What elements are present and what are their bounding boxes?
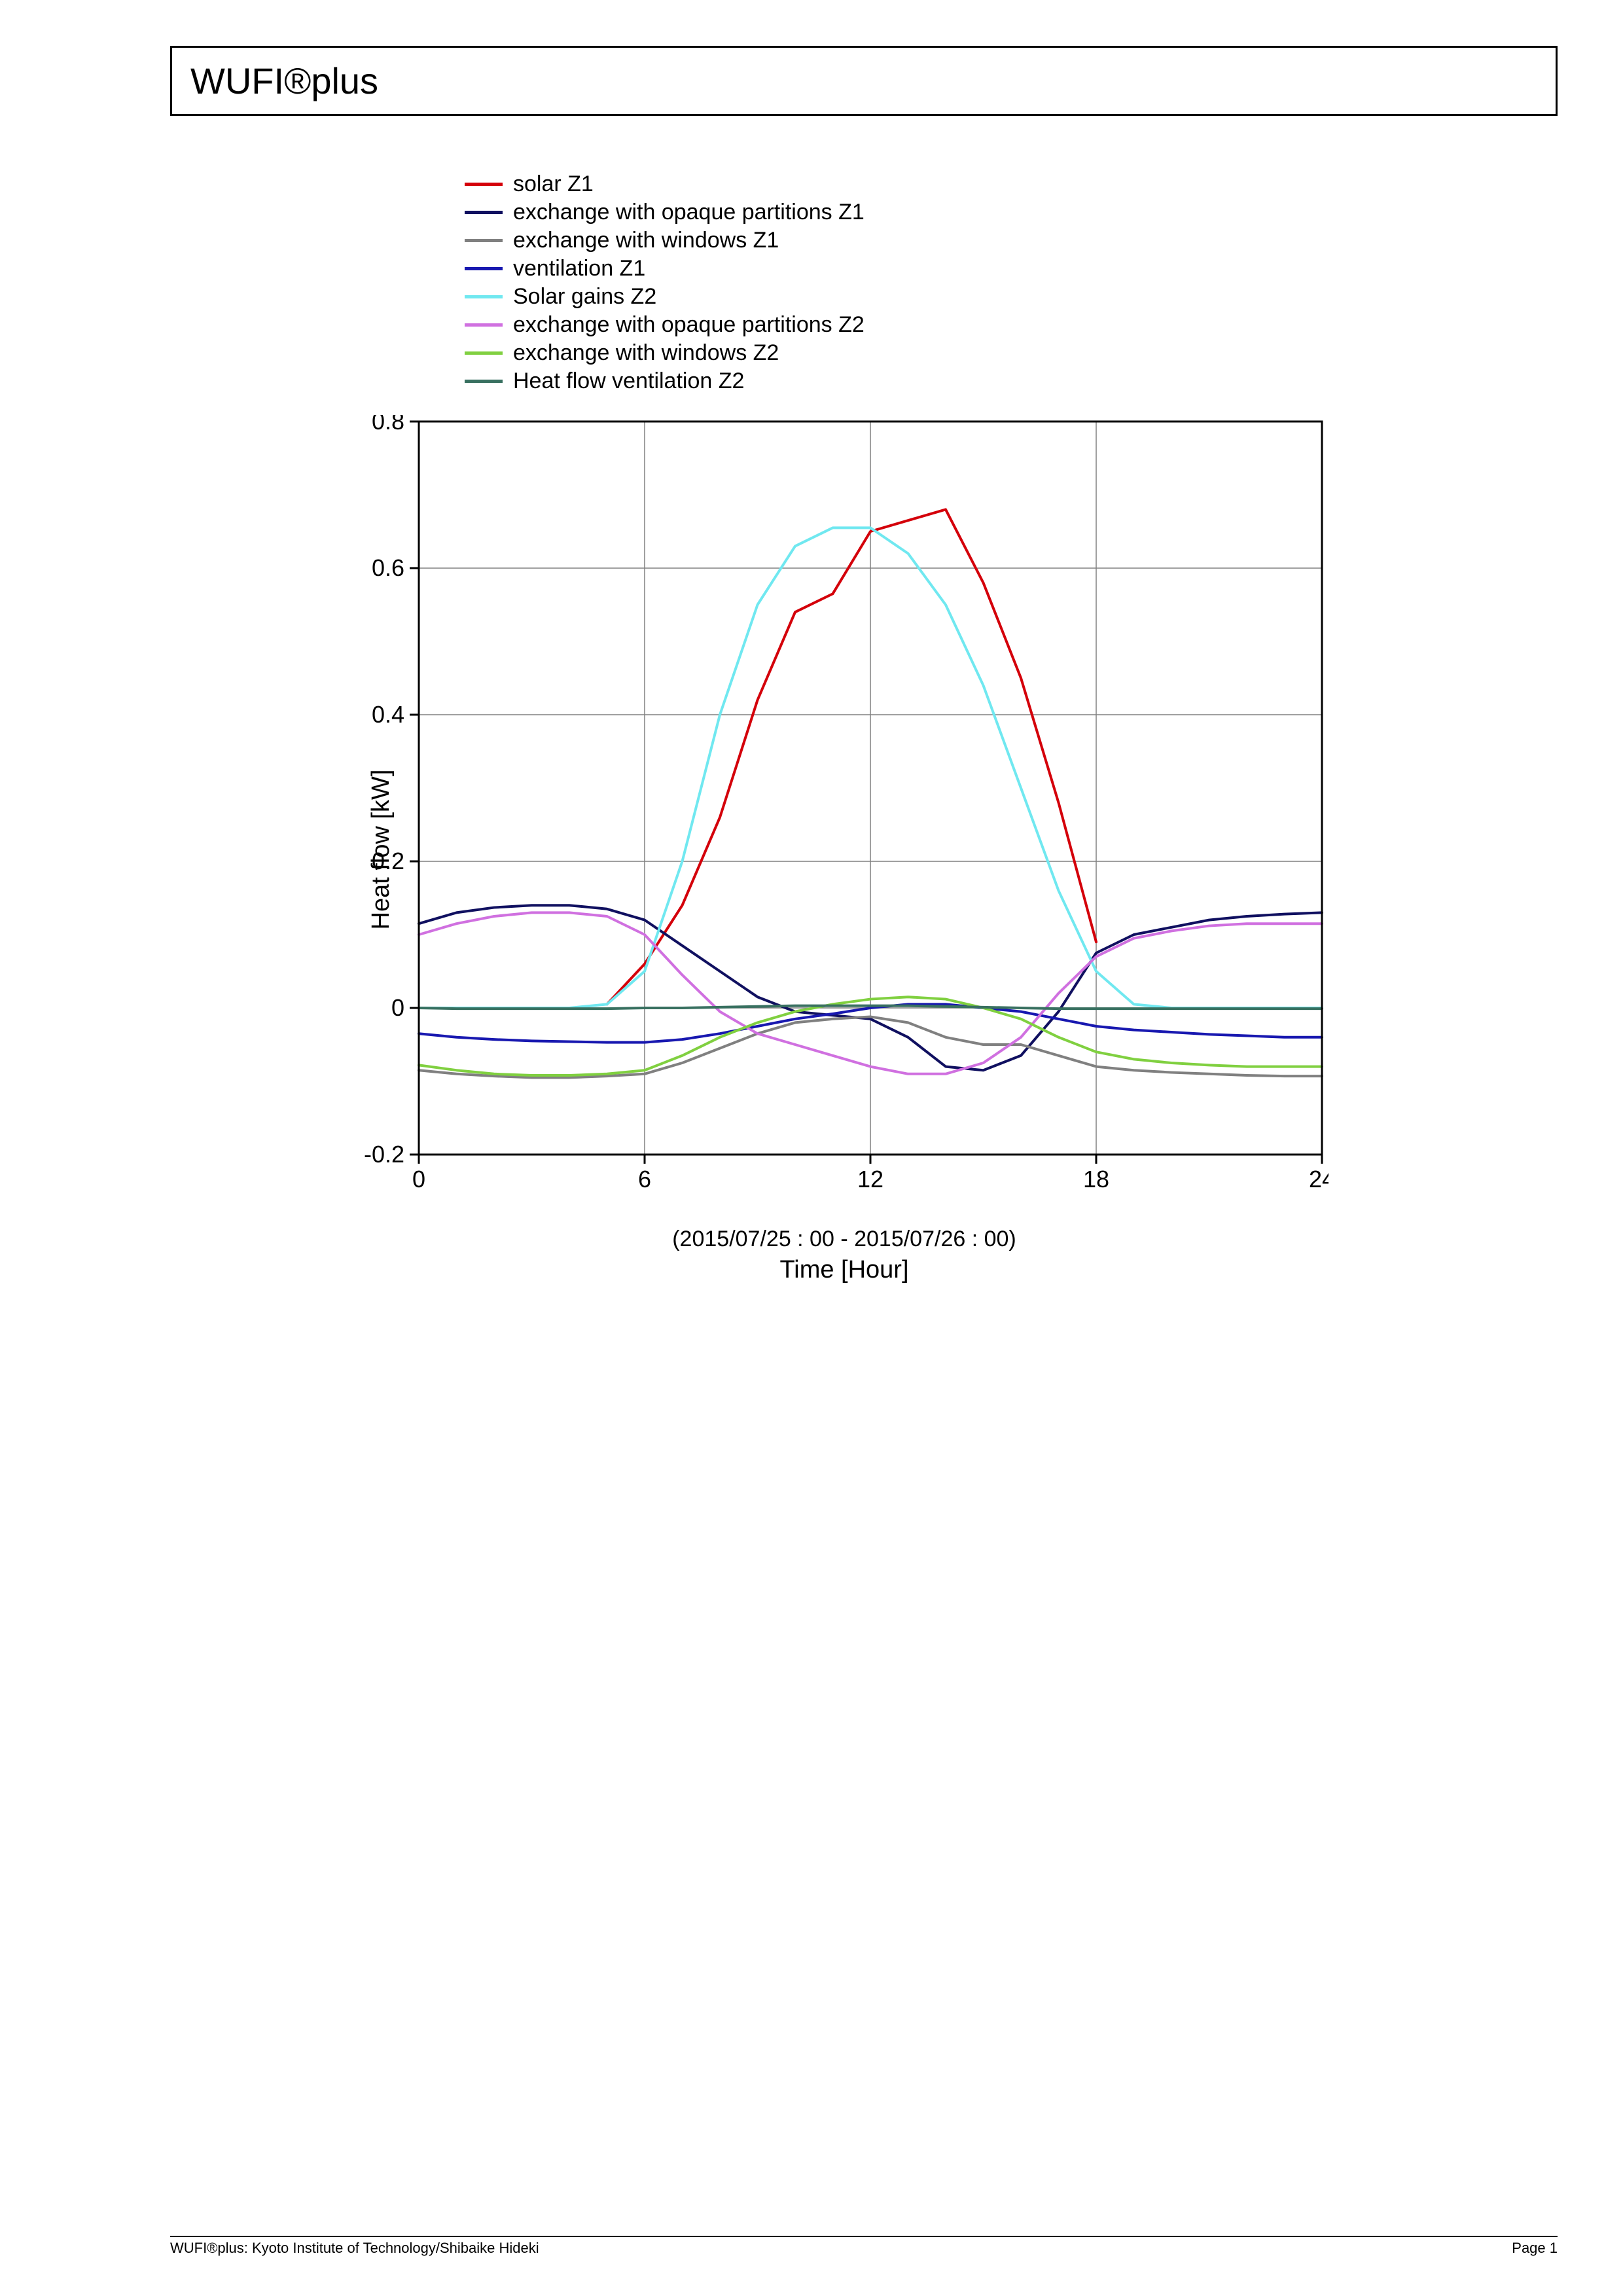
svg-text:24: 24 bbox=[1309, 1166, 1329, 1193]
svg-text:0.4: 0.4 bbox=[372, 701, 404, 728]
legend-label: exchange with opaque partitions Z2 bbox=[513, 312, 865, 338]
svg-text:0: 0 bbox=[412, 1166, 425, 1193]
plot-svg: 06121824-0.200.20.40.60.8 bbox=[353, 415, 1329, 1194]
footer-left: WUFI®plus: Kyoto Institute of Technology… bbox=[170, 2240, 539, 2257]
legend-swatch bbox=[465, 211, 503, 214]
svg-text:-0.2: -0.2 bbox=[364, 1141, 404, 1168]
svg-text:0: 0 bbox=[391, 994, 404, 1021]
legend-swatch bbox=[465, 267, 503, 270]
legend-item: Solar gains Z2 bbox=[465, 283, 1335, 311]
legend-swatch bbox=[465, 295, 503, 298]
x-axis-label: Time [Hour] bbox=[353, 1256, 1335, 1284]
legend-item: exchange with opaque partitions Z1 bbox=[465, 198, 1335, 226]
legend-label: exchange with windows Z2 bbox=[513, 340, 779, 366]
legend-label: solar Z1 bbox=[513, 171, 594, 197]
legend-label: Heat flow ventilation Z2 bbox=[513, 368, 744, 394]
legend-swatch bbox=[465, 239, 503, 242]
page-header: WUFI®plus bbox=[170, 46, 1558, 116]
plot-wrapper: Heat flow [kW] 06121824-0.200.20.40.60.8… bbox=[353, 415, 1335, 1284]
legend-item: exchange with windows Z2 bbox=[465, 339, 1335, 367]
chart-container: solar Z1 exchange with opaque partitions … bbox=[353, 170, 1335, 1284]
legend: solar Z1 exchange with opaque partitions … bbox=[465, 170, 1335, 395]
legend-item: exchange with windows Z1 bbox=[465, 226, 1335, 255]
legend-swatch bbox=[465, 351, 503, 355]
legend-item: Heat flow ventilation Z2 bbox=[465, 367, 1335, 395]
legend-label: exchange with windows Z1 bbox=[513, 228, 779, 253]
y-axis-label: Heat flow [kW] bbox=[367, 770, 395, 930]
svg-text:6: 6 bbox=[638, 1166, 651, 1193]
x-axis-subtitle: (2015/07/25 : 00 - 2015/07/26 : 00) bbox=[353, 1227, 1335, 1252]
legend-item: ventilation Z1 bbox=[465, 255, 1335, 283]
footer-right: Page 1 bbox=[1512, 2240, 1558, 2257]
legend-item: exchange with opaque partitions Z2 bbox=[465, 311, 1335, 339]
legend-label: exchange with opaque partitions Z1 bbox=[513, 200, 865, 225]
legend-swatch bbox=[465, 323, 503, 327]
header-title: WUFI®plus bbox=[190, 60, 378, 101]
svg-text:0.8: 0.8 bbox=[372, 415, 404, 435]
legend-swatch bbox=[465, 183, 503, 186]
legend-item: solar Z1 bbox=[465, 170, 1335, 198]
legend-swatch bbox=[465, 380, 503, 383]
page-footer: WUFI®plus: Kyoto Institute of Technology… bbox=[170, 2236, 1558, 2257]
legend-label: ventilation Z1 bbox=[513, 256, 645, 281]
svg-text:12: 12 bbox=[857, 1166, 883, 1193]
legend-label: Solar gains Z2 bbox=[513, 284, 656, 310]
svg-text:0.6: 0.6 bbox=[372, 554, 404, 581]
svg-text:18: 18 bbox=[1083, 1166, 1109, 1193]
